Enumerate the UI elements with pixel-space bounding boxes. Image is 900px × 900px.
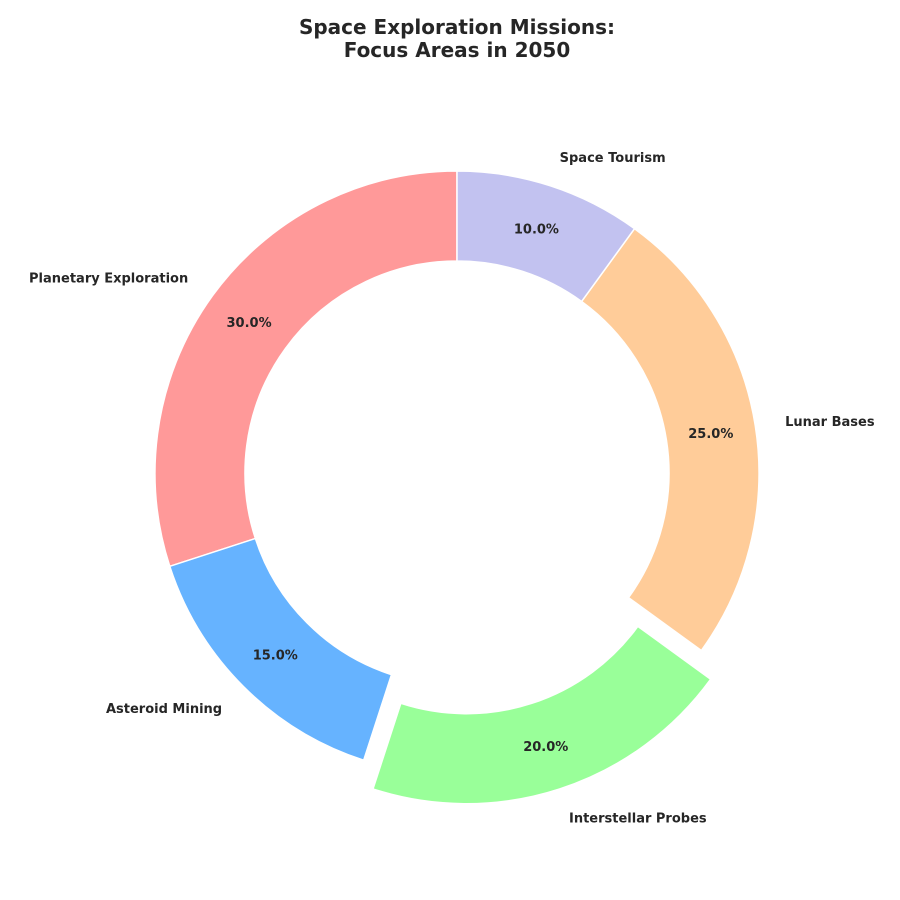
slice-percentage-label: 25.0% (688, 427, 733, 442)
donut-slice (168, 537, 393, 762)
slice-percentage-label: 20.0% (523, 740, 568, 755)
chart-title-line-1: Space Exploration Missions: (299, 15, 615, 39)
slice-percentage-label: 10.0% (514, 223, 559, 238)
slices-layer (154, 170, 760, 805)
slice-percentage-label: 30.0% (227, 316, 272, 331)
slice-percentage-label: 15.0% (253, 649, 298, 664)
donut-slice (456, 170, 636, 303)
slice-category-label: Asteroid Mining (106, 702, 222, 717)
slice-category-label: Lunar Bases (785, 415, 875, 430)
slice-category-label: Planetary Exploration (29, 272, 188, 287)
labels-layer: 30.0% Planetary Exploration 15.0% Asteroid … (29, 151, 875, 827)
chart-title-line-2: Focus Areas in 2050 (344, 38, 571, 62)
donut-slice (154, 170, 458, 568)
slice-category-label: Space Tourism (560, 151, 666, 166)
slice-category-label: Interstellar Probes (569, 812, 707, 827)
donut-slice (580, 227, 760, 652)
donut-slice (372, 625, 712, 805)
